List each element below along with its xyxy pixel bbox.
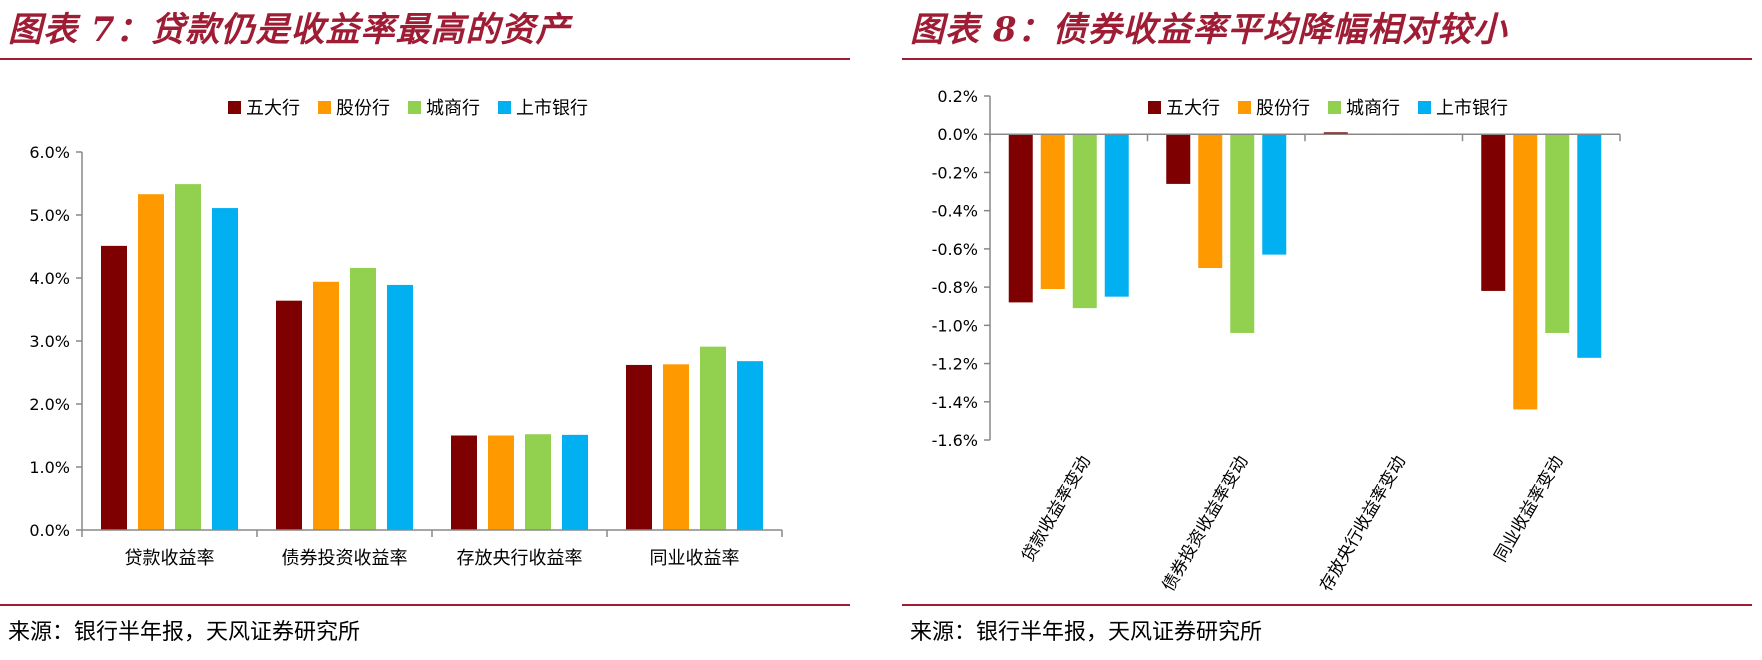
bar-4-4 — [1577, 134, 1602, 358]
bar-1-1 — [101, 245, 127, 530]
y-tick-label: -1.2% — [932, 355, 978, 374]
y-tick-label: -0.6% — [932, 240, 978, 259]
bar-4-1 — [212, 208, 238, 530]
x-category-label: 存放央行收益率 — [457, 548, 583, 569]
y-tick-label: -1.4% — [932, 393, 978, 412]
y-tick-label: -0.8% — [932, 278, 978, 297]
chart-title: 图表 7：贷款仍是收益率最高的资产 — [8, 10, 571, 50]
x-category-label: 同业收益率 — [650, 548, 740, 569]
bar-chart-yield: 0.0% 1.0% 2.0% 3.0% 4.0% 5.0% 6.0% 贷款收益率 债券投资收益率… — [29, 98, 783, 569]
bar-3-1 — [175, 184, 201, 530]
legend-swatch-2 — [318, 101, 331, 114]
y-tick-label: -1.0% — [932, 316, 978, 335]
legend-swatch-4 — [1418, 101, 1431, 114]
legend-label-2: 股份行 — [1256, 98, 1310, 119]
legend-swatch-2 — [1238, 101, 1251, 114]
legend-label-1: 五大行 — [246, 98, 300, 119]
bar-3-4 — [1545, 134, 1570, 333]
top-rule — [0, 58, 850, 60]
bar-1-3 — [451, 435, 477, 530]
y-tick-label: -0.4% — [932, 202, 978, 221]
bar-2-4 — [1513, 134, 1538, 410]
y-tick-label: -0.2% — [932, 163, 978, 182]
bar-2-3 — [488, 435, 514, 530]
legend-swatch-3 — [408, 101, 421, 114]
bar-2-1 — [1040, 134, 1065, 290]
legend-swatch-3 — [1328, 101, 1341, 114]
legend-swatch-4 — [498, 101, 511, 114]
bar-4-4 — [737, 361, 763, 530]
x-category-label: 贷款收益率 — [125, 548, 215, 569]
bar-2-4 — [663, 364, 689, 530]
legend-label-3: 城商行 — [426, 98, 480, 119]
legend-label-4: 上市银行 — [1436, 98, 1508, 119]
legend-label-1: 五大行 — [1166, 98, 1220, 119]
source-note: 来源：银行半年报，天风证券研究所 — [910, 620, 1263, 645]
bar-3-1 — [1072, 134, 1097, 309]
chart-panel-7: 图表 7：贷款仍是收益率最高的资产 0.0% 1.0% 2.0% 3.0% 4.0% 5.… — [0, 0, 860, 660]
bar-1-4 — [626, 364, 652, 530]
y-tick-label: -1.6% — [932, 431, 978, 450]
chart-panel-8: 图表 8：债券收益率平均降幅相对较小 -1.6% -1.4% -1.2% -1.0% -… — [902, 0, 1762, 660]
bottom-rule — [902, 604, 1752, 606]
bar-3-2 — [350, 267, 376, 530]
y-tick-label: 1.0% — [29, 458, 70, 477]
legend-label-4: 上市银行 — [516, 98, 588, 119]
y-tick-label: 5.0% — [29, 206, 70, 225]
bar-4-2 — [387, 284, 413, 530]
bar-1-4 — [1481, 134, 1506, 291]
legend-label-2: 股份行 — [336, 98, 390, 119]
bar-1-2 — [276, 300, 302, 530]
y-tick-label: 0.0% — [937, 125, 978, 144]
x-category-label: 贷款收益率变动 — [1018, 453, 1095, 566]
bar-4-1 — [1104, 134, 1129, 297]
y-tick-label: 6.0% — [29, 143, 70, 162]
bar-2-2 — [313, 281, 339, 530]
bar-1-1 — [1008, 134, 1033, 303]
x-category-label: 同业收益率变动 — [1491, 453, 1568, 566]
top-rule — [902, 58, 1752, 60]
bar-2-1 — [138, 194, 164, 530]
legend-label-3: 城商行 — [1346, 98, 1400, 119]
bottom-rule — [0, 604, 850, 606]
legend-swatch-1 — [1148, 101, 1161, 114]
bar-3-4 — [700, 346, 726, 530]
legend-swatch-1 — [228, 101, 241, 114]
x-category-label: 存放央行收益率变动 — [1316, 453, 1410, 596]
y-tick-label: 4.0% — [29, 269, 70, 288]
bar-chart-yield-change: -1.6% -1.4% -1.2% -1.0% -0.8% -0.6% -0.4% -0.2%… — [932, 87, 1621, 596]
bar-2-2 — [1198, 134, 1223, 268]
y-tick-label: 0.0% — [29, 521, 70, 540]
bar-3-2 — [1230, 134, 1255, 333]
bar-3-3 — [525, 434, 551, 530]
bar-4-2 — [1262, 134, 1287, 255]
bar-4-3 — [562, 434, 588, 530]
x-category-label: 债券投资收益率变动 — [1159, 453, 1253, 596]
source-note: 来源：银行半年报，天风证券研究所 — [8, 620, 361, 645]
y-tick-label: 3.0% — [29, 332, 70, 351]
chart-title: 图表 8：债券收益率平均降幅相对较小 — [910, 10, 1508, 50]
x-category-label: 债券投资收益率 — [282, 548, 408, 569]
y-tick-label: 2.0% — [29, 395, 70, 414]
bar-1-3 — [1323, 132, 1348, 135]
bar-1-2 — [1166, 134, 1191, 184]
y-tick-label: 0.2% — [937, 87, 978, 106]
